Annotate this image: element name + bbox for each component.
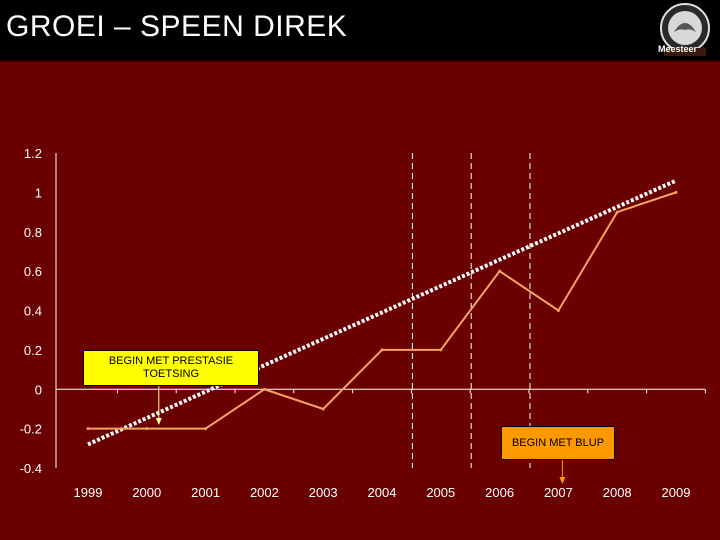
- callout-begin-prestasie: BEGIN MET PRESTASIE TOETSING: [83, 350, 259, 386]
- callout-arrowhead-blup: [559, 477, 566, 484]
- y-tick-label: 0.2: [24, 343, 42, 358]
- series-point: [145, 427, 149, 431]
- x-tick-label: 2006: [485, 485, 514, 500]
- logo-icon: [660, 3, 710, 56]
- y-tick-label: 0.4: [24, 304, 42, 319]
- x-tick-label: 2003: [309, 485, 338, 500]
- x-tick-label: 2005: [426, 485, 455, 500]
- callout-begin-blup-text: BEGIN MET BLUP: [511, 436, 605, 449]
- callout-arrowhead-prestasie: [155, 418, 162, 425]
- x-tick-label: 2004: [368, 485, 397, 500]
- y-tick-label: 0.8: [24, 225, 42, 240]
- series-point: [380, 348, 384, 352]
- x-tick-label: 1999: [74, 485, 103, 500]
- series-point: [204, 427, 208, 431]
- y-tick-label: 1: [35, 185, 42, 200]
- y-tick-label: 1.2: [24, 146, 42, 161]
- logo-label: Meesteer: [658, 44, 698, 54]
- x-tick-label: 2002: [250, 485, 279, 500]
- slide-title: GROEI – SPEEN DIREK: [6, 10, 348, 43]
- series-point: [321, 407, 325, 411]
- trend-line: [87, 178, 677, 447]
- y-tick-label: 0: [35, 382, 42, 397]
- callout-begin-blup: BEGIN MET BLUP: [501, 426, 615, 460]
- series-point: [674, 190, 678, 194]
- x-tick-label: 2000: [132, 485, 161, 500]
- callout-begin-prestasie-text: BEGIN MET PRESTASIE TOETSING: [108, 355, 234, 380]
- x-tick-label: 2008: [603, 485, 632, 500]
- series-point: [498, 269, 502, 273]
- series-point: [439, 348, 443, 352]
- x-tick-label: 2007: [544, 485, 573, 500]
- y-tick-label: -0.4: [20, 461, 42, 476]
- series-point: [556, 309, 560, 312]
- x-tick-label: 2001: [191, 485, 220, 500]
- title-bar: GROEI – SPEEN DIREK: [0, 0, 720, 60]
- series-point: [86, 427, 90, 431]
- series-point: [262, 387, 266, 391]
- title-divider: [0, 60, 720, 62]
- y-tick-label: -0.2: [20, 422, 42, 437]
- series-point: [615, 210, 619, 214]
- x-tick-label: 2009: [662, 485, 691, 500]
- y-tick-label: 0.6: [24, 264, 42, 279]
